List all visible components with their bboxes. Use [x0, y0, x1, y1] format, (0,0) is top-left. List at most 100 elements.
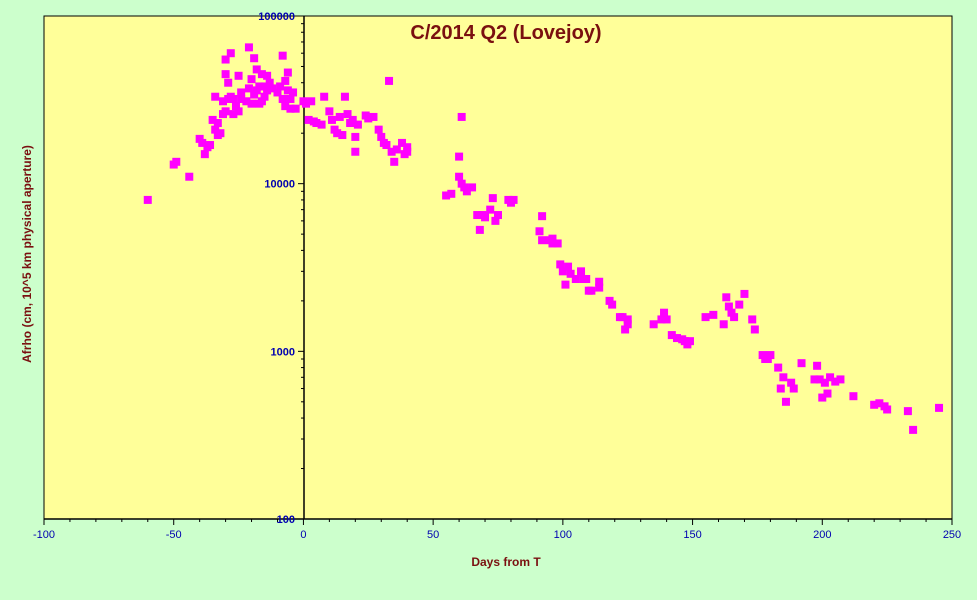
data-point: [797, 359, 806, 368]
data-point: [473, 211, 482, 220]
data-point: [719, 320, 728, 329]
data-point: [340, 92, 349, 101]
data-point: [660, 308, 669, 317]
data-point: [403, 143, 412, 152]
data-point: [577, 267, 586, 276]
data-point: [488, 194, 497, 203]
data-point: [823, 389, 832, 398]
data-point: [273, 88, 282, 97]
data-point: [779, 373, 788, 382]
data-point: [208, 115, 217, 124]
y-axis-label: Afrho (cm, 10^5 km physical aperture): [20, 145, 34, 363]
data-point: [875, 399, 884, 408]
data-point: [735, 300, 744, 309]
data-point: [229, 94, 238, 103]
data-point: [909, 425, 918, 434]
data-point: [392, 145, 401, 154]
data-point: [787, 378, 796, 387]
data-point: [462, 187, 471, 196]
data-point: [278, 94, 287, 103]
data-point: [564, 262, 573, 271]
data-point: [750, 325, 759, 334]
data-point: [335, 112, 344, 121]
data-point: [255, 82, 264, 91]
data-point: [211, 125, 220, 134]
data-point: [818, 393, 827, 402]
data-point: [351, 147, 360, 156]
data-point: [740, 289, 749, 298]
data-point: [481, 213, 490, 222]
data-point: [247, 99, 256, 108]
data-point: [229, 110, 238, 119]
data-point: [826, 373, 835, 382]
data-point: [455, 152, 464, 161]
data-point: [224, 78, 233, 87]
data-point: [250, 54, 259, 63]
data-point: [657, 315, 666, 324]
data-point: [748, 315, 757, 324]
data-point: [494, 211, 502, 220]
data-point: [291, 104, 300, 113]
data-point: [283, 86, 292, 95]
data-point: [320, 92, 329, 101]
data-point: [369, 112, 378, 121]
data-point: [815, 375, 824, 384]
data-point: [548, 234, 557, 243]
data-point: [317, 120, 326, 129]
data-point: [364, 114, 373, 123]
data-point: [831, 377, 840, 386]
data-point: [486, 205, 495, 214]
y-tick-label: 10000: [264, 179, 295, 191]
data-point: [566, 269, 575, 278]
data-point: [571, 275, 580, 284]
data-point: [935, 403, 944, 412]
data-point: [561, 280, 570, 289]
data-point: [312, 119, 321, 128]
x-tick-label: 100: [554, 529, 572, 541]
data-point: [903, 407, 912, 416]
data-point: [608, 300, 617, 309]
data-point: [535, 227, 544, 236]
data-point: [662, 315, 671, 324]
data-point: [649, 320, 658, 329]
data-point: [237, 94, 246, 103]
data-point: [289, 88, 298, 97]
data-point: [250, 90, 259, 99]
y-tick-label: 1000: [271, 346, 295, 358]
data-point: [276, 82, 285, 91]
data-point: [724, 302, 733, 311]
data-point: [172, 157, 181, 166]
data-point: [387, 147, 396, 156]
data-point: [455, 172, 464, 181]
data-point: [234, 107, 243, 116]
data-point: [836, 375, 845, 384]
data-point: [558, 267, 567, 276]
data-point: [247, 75, 256, 84]
data-point: [325, 107, 334, 116]
data-point: [556, 260, 565, 269]
data-point: [216, 129, 225, 138]
data-point: [509, 195, 518, 204]
data-point: [623, 315, 632, 324]
data-point: [221, 107, 230, 116]
data-point: [468, 183, 477, 192]
data-point: [587, 286, 596, 295]
data-point: [143, 195, 152, 204]
data-point: [776, 384, 785, 393]
data-point: [286, 94, 295, 103]
x-tick-label: -100: [33, 529, 55, 541]
x-tick-label: 150: [683, 529, 701, 541]
data-point: [582, 275, 591, 284]
data-point: [382, 141, 391, 150]
data-point: [281, 76, 290, 85]
data-point: [595, 283, 604, 292]
data-point: [286, 104, 295, 113]
data-point: [281, 102, 290, 111]
data-point: [673, 334, 682, 343]
data-point: [307, 97, 316, 106]
data-point: [185, 172, 194, 181]
data-point: [268, 84, 277, 93]
data-point: [263, 71, 272, 80]
data-point: [621, 325, 630, 334]
data-point: [548, 239, 557, 248]
